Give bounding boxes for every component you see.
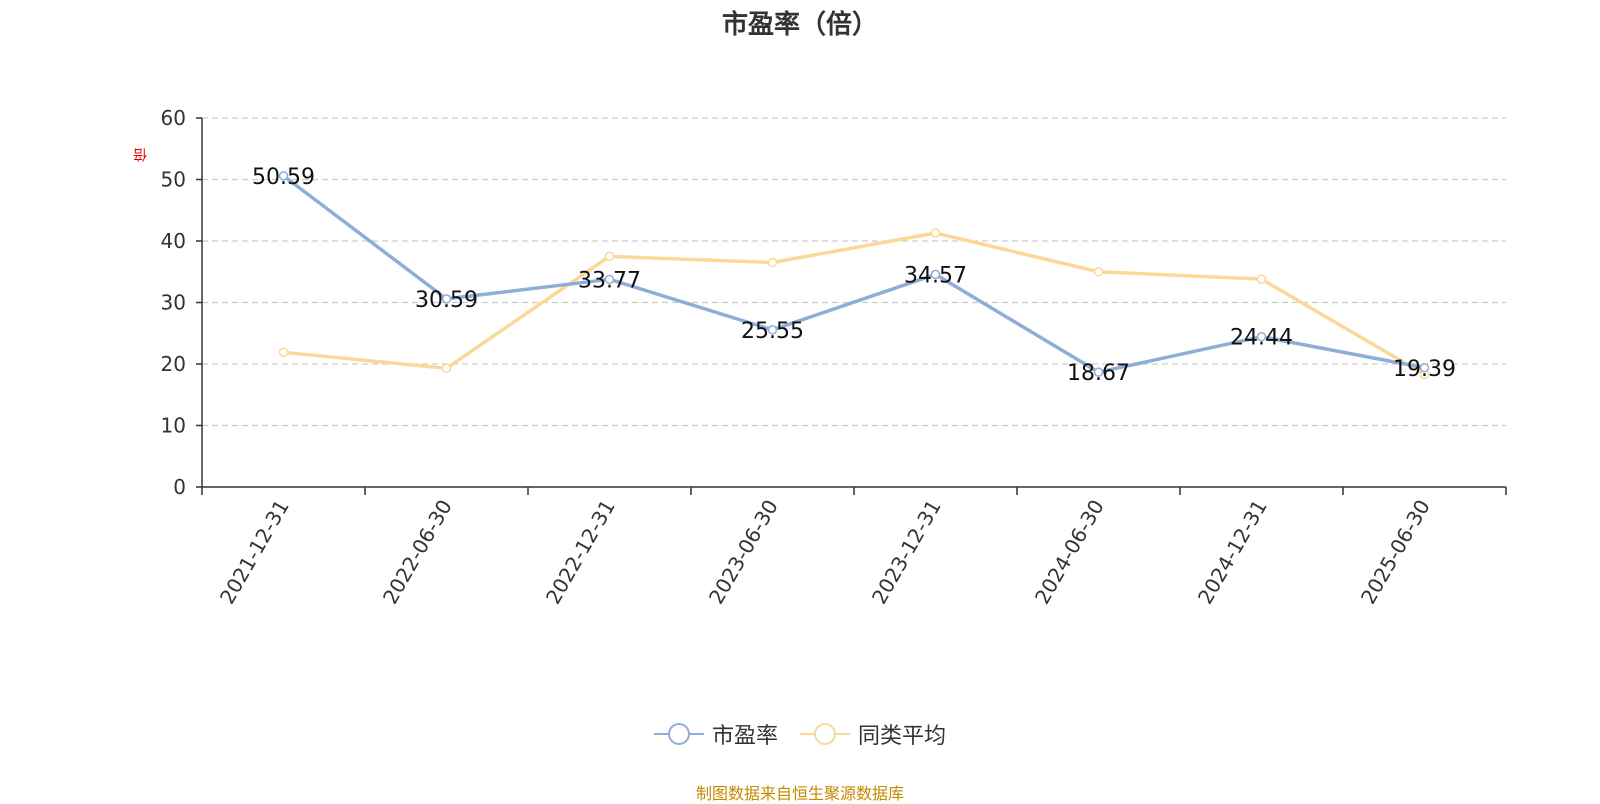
data-label: 34.57 xyxy=(904,263,967,288)
data-label: 18.67 xyxy=(1067,361,1130,386)
data-label: 19.39 xyxy=(1393,357,1456,382)
data-label: 30.59 xyxy=(415,288,478,313)
legend-label-pe: 市盈率 xyxy=(711,724,778,749)
y-tick-label: 20 xyxy=(161,352,186,376)
data-labels: 50.59 30.59 33.77 25.55 34.57 18.67 24.44 19.39 xyxy=(252,165,1456,386)
legend-swatch-pe-icon xyxy=(653,723,704,745)
axes: 0 10 20 30 40 50 60 2021-12-31 2022-06-30 2022-12… xyxy=(161,106,1507,609)
y-tick-label: 30 xyxy=(161,291,186,315)
x-tick-label: 2022-12-31 xyxy=(541,496,620,609)
series-point xyxy=(1256,331,1267,342)
x-tick-label: 2022-06-30 xyxy=(378,496,457,609)
series-line xyxy=(282,174,1425,374)
x-tick-label: 2024-06-30 xyxy=(1030,496,1109,609)
data-label: 24.44 xyxy=(1230,326,1293,351)
series-lines xyxy=(278,171,1430,380)
data-label: 25.55 xyxy=(741,319,804,344)
series-point xyxy=(1419,363,1430,373)
series-point xyxy=(278,347,289,358)
series-point xyxy=(1093,267,1104,277)
series-point xyxy=(1256,274,1267,284)
source-note: 制图数据来自恒生聚源数据库 xyxy=(695,784,904,803)
x-tick-label: 2024-12-31 xyxy=(1193,496,1272,609)
legend-item-peer-average[interactable]: 同类平均 xyxy=(800,718,946,750)
data-label: 50.59 xyxy=(252,165,315,190)
x-tick-label: 2023-12-31 xyxy=(867,496,946,609)
y-tick-label: 60 xyxy=(161,106,186,130)
series-point xyxy=(930,228,941,238)
gridlines xyxy=(202,117,1506,427)
chart-title: 市盈率（倍） xyxy=(721,10,878,40)
series-point xyxy=(441,363,452,374)
y-tick-label: 10 xyxy=(161,414,186,438)
legend-item-pe[interactable]: 市盈率 xyxy=(653,718,778,750)
data-label: 33.77 xyxy=(578,268,641,293)
y-tick-label: 50 xyxy=(161,168,186,192)
x-tick-label: 2025-06-30 xyxy=(1356,496,1435,609)
y-tick-label: 40 xyxy=(161,229,186,253)
legend-swatch-peer-average-icon xyxy=(800,723,850,745)
y-axis-unit-label: 倍 xyxy=(133,148,149,162)
x-tick-label: 2021-12-31 xyxy=(215,496,294,609)
legend: 市盈率 同类平均 xyxy=(0,718,1600,750)
series-point xyxy=(604,274,615,285)
legend-label-peer-average: 同类平均 xyxy=(858,724,947,749)
series-point xyxy=(767,257,778,268)
series-point xyxy=(930,269,941,280)
x-tick-label: 2023-06-30 xyxy=(704,496,783,609)
series-point xyxy=(278,171,289,181)
series-point xyxy=(1093,367,1104,377)
series-line xyxy=(283,231,1426,376)
series-point xyxy=(441,294,452,304)
series-point xyxy=(604,251,615,262)
series-point xyxy=(767,325,778,335)
y-tick-label: 0 xyxy=(173,475,186,499)
